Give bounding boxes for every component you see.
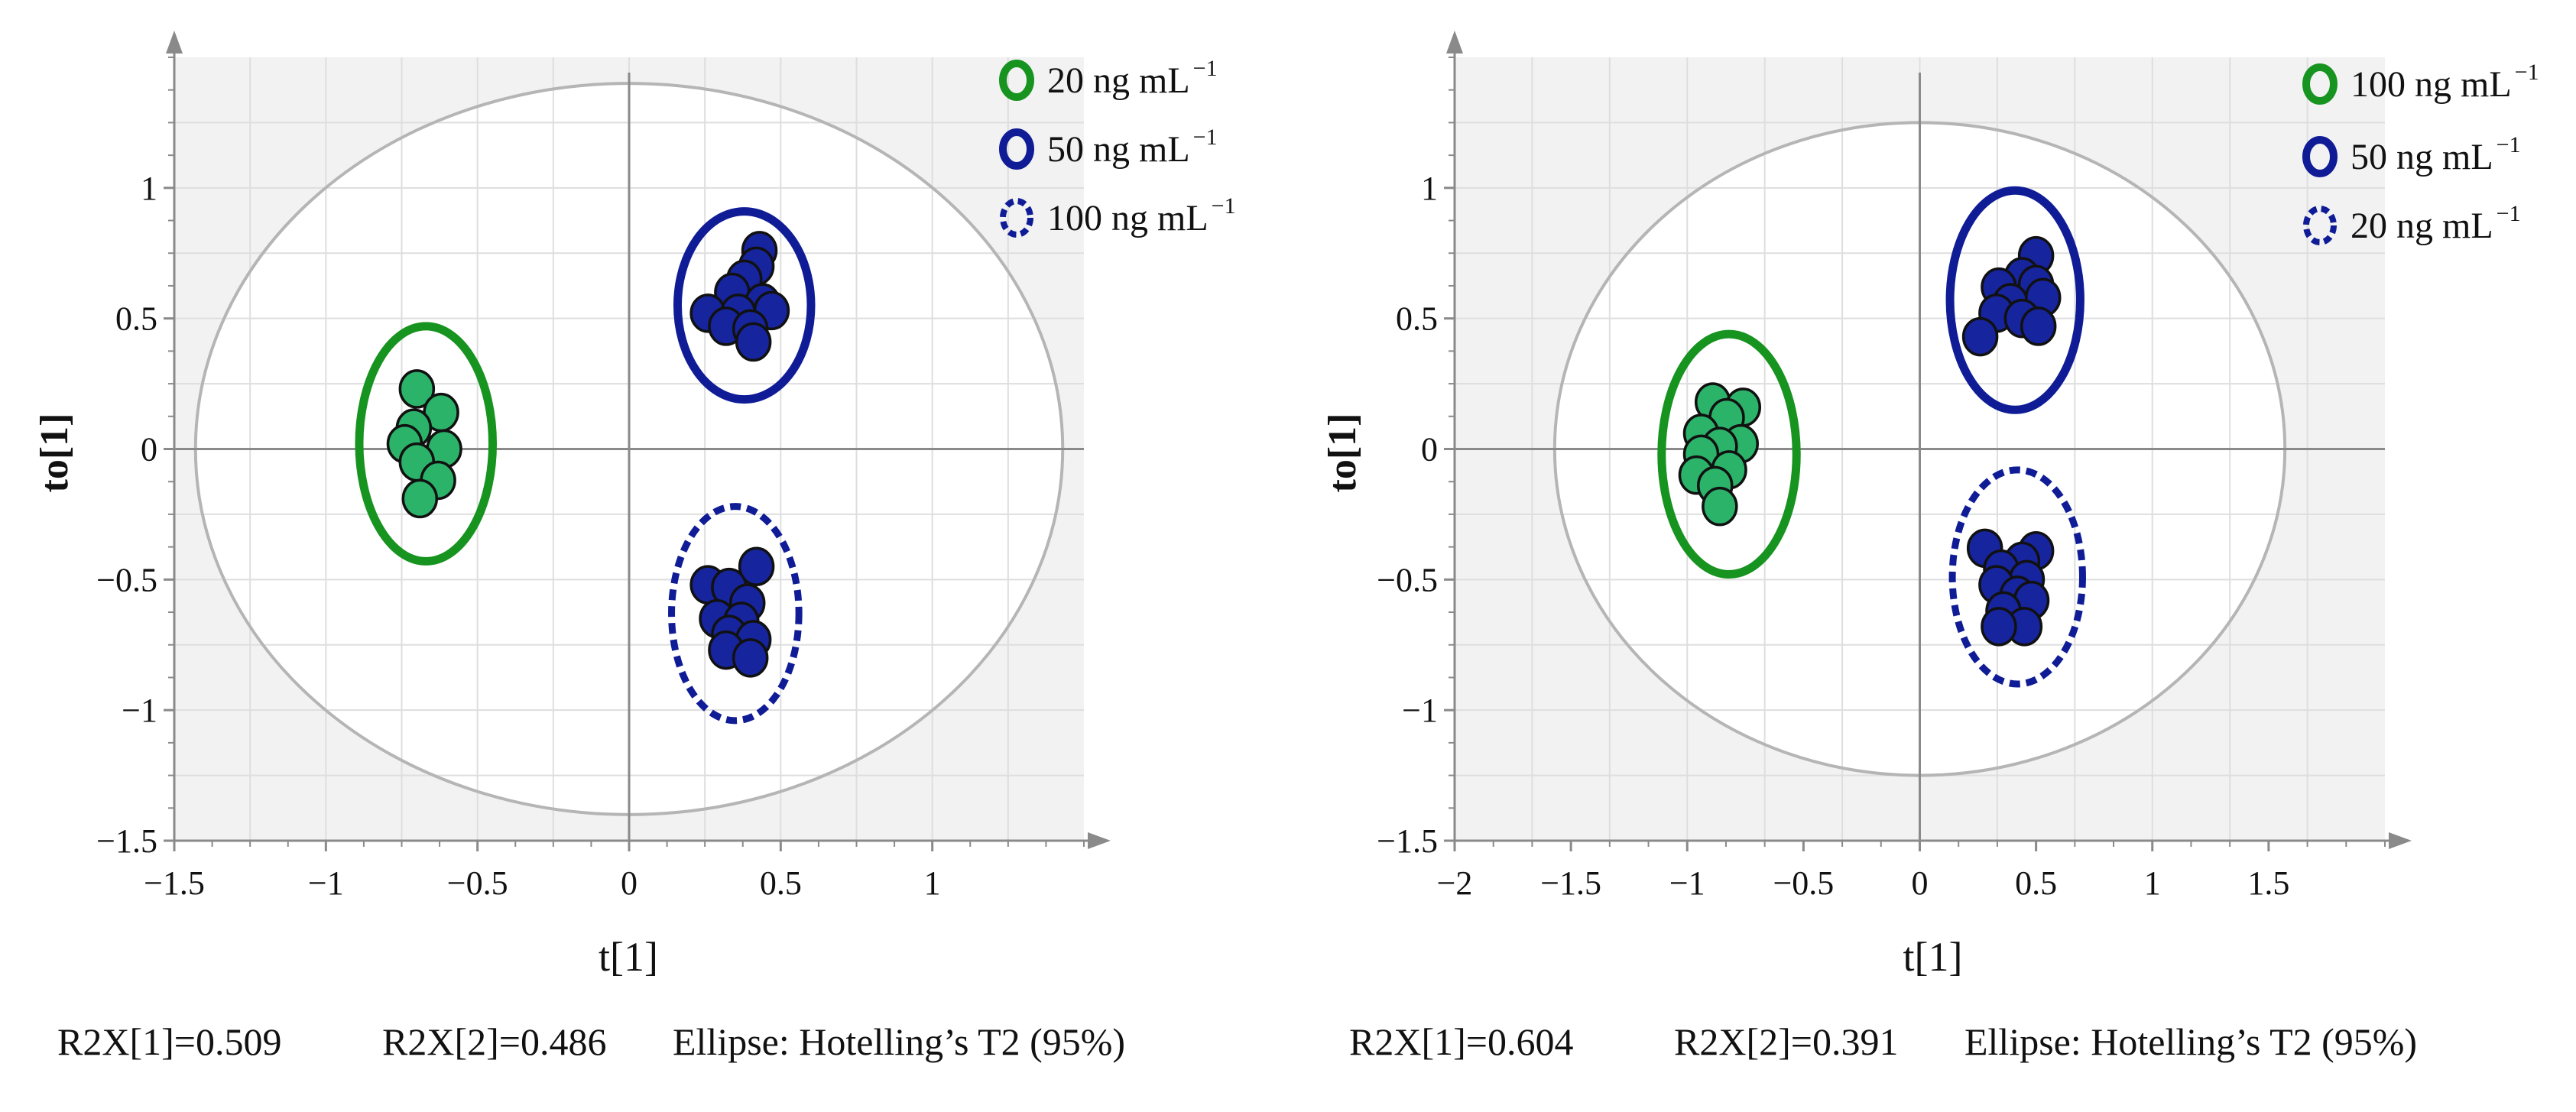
legend-superscript-3: −1 (2497, 201, 2521, 226)
group-ellipse-3 (1948, 466, 2086, 688)
y-tick-label: −1.5 (1377, 822, 1438, 860)
group-ellipse-2 (673, 207, 816, 404)
x-tick-label: −0.5 (1773, 864, 1834, 902)
legend-label-3: 100 ng mL (1047, 198, 1209, 238)
score-point (735, 322, 772, 362)
score-plot-left: −1.5 −1 −0.5 0 0.5 1 −1.5 −1 −0.5 0 0.5 1 t[1] to[1] 2… (33, 31, 1236, 1063)
legend-label-2: 50 ng mL (2351, 137, 2493, 177)
legend-marker-3 (2303, 206, 2337, 245)
y-tick-label: −1 (1402, 692, 1438, 729)
legend-superscript-1: −1 (1193, 56, 1218, 81)
legend-marker-2 (2302, 136, 2338, 177)
y-tick-label: 1 (141, 170, 157, 207)
y-axis-arrow (166, 31, 183, 53)
legend-superscript-2: −1 (2497, 132, 2521, 157)
group-ellipse-2 (1945, 186, 2084, 414)
x-axis-arrow (1088, 832, 1111, 849)
score-point (2020, 306, 2057, 346)
y-tick-label: 0.5 (1396, 300, 1438, 338)
legend-superscript-3: −1 (1212, 193, 1236, 219)
y-axis-arrow (1446, 31, 1463, 53)
score-plot-left-panel: −1.5 −1 −0.5 0 0.5 1 −1.5 −1 −0.5 0 0.5 1 t[1] to[1] 2… (33, 31, 1236, 1063)
y-tick-label: −1.5 (96, 822, 157, 860)
model-stat-3: Ellipse: Hotelling’s T2 (95%) (1964, 1020, 2417, 1063)
y-tick-label: −0.5 (1377, 561, 1438, 598)
x-tick-label: −2 (1437, 864, 1473, 902)
x-tick-label: −1.5 (1540, 864, 1601, 902)
group-ellipse-3 (668, 503, 803, 725)
x-axis-title: t[1] (1903, 934, 1963, 980)
x-tick-label: 0 (1912, 864, 1929, 902)
y-tick-label: −0.5 (96, 561, 157, 598)
x-tick-label: −1.5 (144, 864, 205, 902)
model-stat-2: R2X[2]=0.391 (1674, 1020, 1898, 1063)
legend-marker-1 (2302, 63, 2338, 105)
model-stat-1: R2X[1]=0.604 (1349, 1020, 1573, 1063)
x-axis-arrow (2389, 832, 2412, 849)
y-tick-label: 0 (1421, 431, 1438, 468)
x-tick-label: 1 (924, 864, 941, 902)
score-point (398, 369, 436, 409)
score-plot-right: −2 −1.5 −1 −0.5 0 0.5 1 1.5 −1.5 −1 −0.5 0 0.5 1 t[1] t… (1321, 31, 2539, 1063)
y-axis-title: to[1] (33, 413, 76, 493)
legend-label-2: 50 ng mL (1047, 129, 1190, 170)
x-tick-label: 0.5 (760, 864, 802, 902)
x-tick-label: −0.5 (447, 864, 508, 902)
score-plot-right-panel: −2 −1.5 −1 −0.5 0 0.5 1 1.5 −1.5 −1 −0.5 0 0.5 1 t[1] t… (1288, 0, 2576, 1112)
score-point (738, 546, 775, 586)
x-tick-label: 0 (621, 864, 638, 902)
legend-superscript-2: −1 (1193, 125, 1218, 150)
score-point (732, 638, 769, 678)
group-ellipse-1 (355, 322, 498, 566)
legend-marker-3 (1000, 198, 1033, 238)
legend-marker-2 (999, 128, 1034, 170)
score-point (401, 478, 439, 519)
legend-marker-1 (999, 60, 1034, 101)
model-stat-2: R2X[2]=0.486 (382, 1020, 606, 1063)
model-stat-3: Ellipse: Hotelling’s T2 (95%) (673, 1020, 1125, 1063)
x-tick-label: 1 (2144, 864, 2161, 902)
legend-superscript-1: −1 (2515, 60, 2539, 85)
x-axis-title: t[1] (599, 934, 658, 980)
x-tick-label: −1 (308, 864, 344, 902)
y-tick-label: 0 (141, 431, 157, 468)
y-axis-title: to[1] (1321, 413, 1364, 493)
model-stat-1: R2X[1]=0.509 (57, 1020, 281, 1063)
score-point (1961, 316, 1999, 357)
y-tick-label: −1 (122, 692, 157, 729)
x-tick-label: −1 (1669, 864, 1705, 902)
legend-label-3: 20 ng mL (2351, 206, 2493, 246)
score-point (1981, 607, 2017, 647)
y-tick-label: 0.5 (115, 300, 157, 338)
group-ellipse-1 (1657, 329, 1801, 579)
y-tick-label: 1 (1421, 170, 1438, 207)
legend-label-1: 100 ng mL (2351, 64, 2512, 105)
legend-label-1: 20 ng mL (1047, 60, 1190, 101)
x-tick-label: 0.5 (2015, 864, 2057, 902)
x-tick-label: 1.5 (2247, 864, 2289, 902)
score-point (1702, 486, 1738, 527)
